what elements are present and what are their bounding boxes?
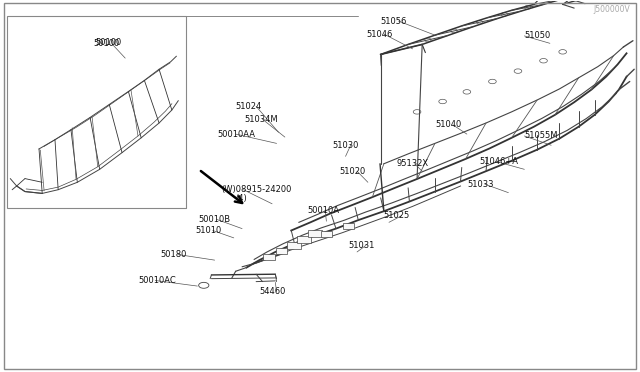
Text: (4): (4) xyxy=(235,195,247,203)
Text: 50100: 50100 xyxy=(93,39,120,48)
FancyBboxPatch shape xyxy=(287,242,301,248)
Text: 50010AC: 50010AC xyxy=(138,276,176,285)
Text: 51055M: 51055M xyxy=(524,131,558,141)
FancyBboxPatch shape xyxy=(343,223,355,229)
Text: 50010AA: 50010AA xyxy=(218,129,256,139)
Text: 51031: 51031 xyxy=(349,241,375,250)
FancyBboxPatch shape xyxy=(308,230,322,237)
Text: 51056: 51056 xyxy=(381,17,407,26)
FancyBboxPatch shape xyxy=(276,248,287,254)
Text: 51030: 51030 xyxy=(333,141,359,150)
Text: 51046+A: 51046+A xyxy=(479,157,518,166)
FancyBboxPatch shape xyxy=(321,231,332,237)
Text: 50100: 50100 xyxy=(95,38,122,47)
Bar xyxy=(7,16,186,208)
Text: 50010B: 50010B xyxy=(198,215,231,224)
Text: 51046: 51046 xyxy=(367,29,393,39)
FancyBboxPatch shape xyxy=(263,254,275,260)
Text: 51024: 51024 xyxy=(236,102,262,111)
Text: 51020: 51020 xyxy=(339,167,365,176)
Text: 54460: 54460 xyxy=(259,287,285,296)
Text: J500000V: J500000V xyxy=(593,5,630,14)
Text: 95132X: 95132X xyxy=(397,159,429,168)
Text: 51010: 51010 xyxy=(195,226,221,235)
Text: 51050: 51050 xyxy=(524,31,550,41)
Text: 51033: 51033 xyxy=(467,180,493,189)
Text: 50010A: 50010A xyxy=(307,206,339,215)
Text: 51025: 51025 xyxy=(384,211,410,220)
Text: (W)08915-24200: (W)08915-24200 xyxy=(221,185,291,194)
FancyBboxPatch shape xyxy=(297,236,311,243)
Text: 51034M: 51034M xyxy=(244,115,278,124)
Text: 50180: 50180 xyxy=(161,250,187,259)
Text: 51040: 51040 xyxy=(435,121,461,129)
